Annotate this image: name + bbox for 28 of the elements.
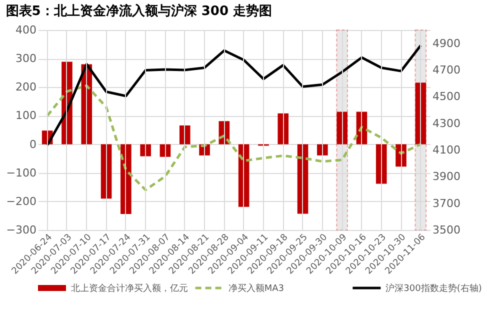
bar (317, 144, 328, 156)
y2-tick-label: 4300 (432, 116, 460, 130)
bar (278, 113, 289, 144)
y-tick-label: 200 (16, 80, 36, 94)
bar (376, 144, 387, 184)
y2-tick-label: 3900 (432, 170, 460, 184)
y-tick-label: −200 (6, 194, 36, 208)
y2-tick-label: 4700 (432, 64, 460, 76)
legend-label: 沪深300指数走势(右轴) (386, 283, 482, 294)
line-series (46, 84, 422, 192)
y-tick-label: 0 (30, 138, 36, 151)
bar (140, 144, 151, 156)
y2-tick-label: 4900 (432, 36, 460, 50)
bar (336, 112, 348, 144)
y-tick-label: −300 (6, 224, 36, 236)
y-tick-label: 100 (16, 109, 36, 122)
chart-title: 图表5：北上资金净流入额与沪深 300 走势图 (6, 3, 272, 19)
y-tick-label: 300 (16, 52, 36, 66)
line-series (46, 44, 422, 146)
y-tick-label: 400 (16, 24, 36, 36)
legend-label: 净买入额MA3 (228, 283, 284, 294)
y2-tick-label: 3500 (432, 224, 460, 236)
y2-tick-label: 4500 (432, 90, 460, 104)
y2-tick-label: 3700 (432, 196, 460, 210)
legend-label: 北上资金合计净买入额，亿元 (71, 283, 188, 294)
y-tick-label: −100 (6, 166, 36, 180)
bar (179, 125, 190, 144)
y2-tick-label: 4100 (432, 144, 460, 156)
